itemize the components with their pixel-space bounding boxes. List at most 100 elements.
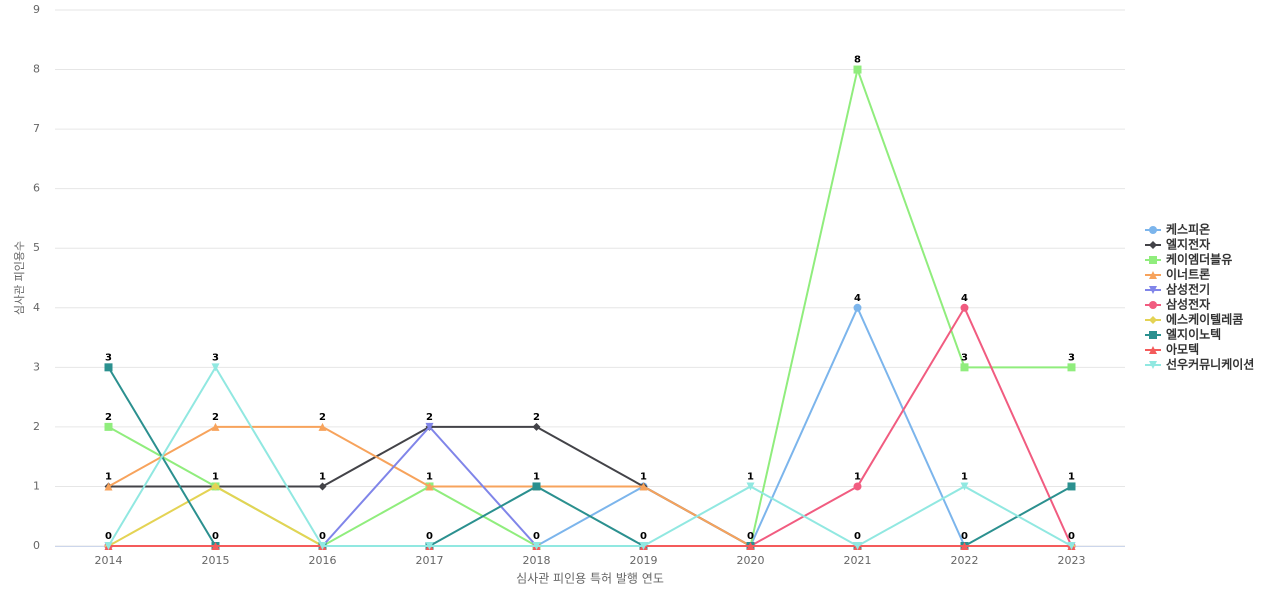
- marker: [1149, 286, 1157, 294]
- x-tick-label: 2018: [523, 554, 551, 567]
- marker: [211, 422, 220, 431]
- marker: [960, 363, 969, 372]
- marker: [1149, 301, 1157, 309]
- marker: [1149, 316, 1157, 324]
- marker: [1149, 256, 1157, 264]
- marker: [318, 422, 327, 431]
- marker: [1067, 542, 1076, 550]
- marker: [1149, 361, 1157, 369]
- data-label: 1: [747, 471, 754, 482]
- x-tick-label: 2021: [844, 554, 872, 567]
- y-tick-label: 8: [33, 63, 40, 76]
- legend-label: 삼성전기: [1166, 282, 1210, 297]
- legend-label: 엘지이노텍: [1166, 327, 1221, 342]
- x-tick-label: 2014: [95, 554, 123, 567]
- data-label: 1: [533, 471, 540, 482]
- marker: [211, 363, 220, 372]
- legend-label: 삼성전자: [1166, 297, 1210, 312]
- marker: [853, 482, 862, 491]
- series: [104, 363, 1076, 550]
- y-tick-label: 6: [33, 182, 40, 195]
- marker: [746, 542, 755, 550]
- data-label: 1: [854, 471, 861, 482]
- marker: [746, 482, 755, 491]
- data-labels: 0 0 0 0 0 1 0 4 0 0 1 1 1 2 2 0 2 1 0 8 3 3 2 2 1 1 4 3 1 3 1 1: [105, 55, 1075, 542]
- marker: [960, 542, 969, 550]
- data-label: 0: [640, 531, 647, 542]
- data-label: 2: [105, 412, 112, 423]
- data-label: 0: [854, 531, 861, 542]
- marker: [104, 482, 113, 491]
- x-tick-label: 2020: [737, 554, 765, 567]
- y-axis-title: 심사관 피인용수: [13, 241, 26, 315]
- marker: [1067, 363, 1076, 372]
- legend-label: 선우커뮤니케이션: [1166, 357, 1254, 372]
- x-tick-label: 2023: [1058, 554, 1086, 567]
- data-label: 3: [1068, 352, 1075, 363]
- marker: [425, 542, 434, 550]
- marker: [532, 482, 541, 491]
- data-label: 1: [640, 471, 647, 482]
- y-tick-label: 0: [33, 539, 40, 552]
- data-label: 4: [854, 293, 861, 304]
- marker: [425, 482, 434, 491]
- data-label: 0: [533, 531, 540, 542]
- marker: [104, 363, 113, 372]
- marker: [318, 542, 327, 550]
- marker: [639, 482, 648, 491]
- data-label: 0: [747, 531, 754, 542]
- legend-label: 엘지전자: [1166, 237, 1210, 252]
- data-label: 4: [961, 293, 968, 304]
- data-label: 0: [426, 531, 433, 542]
- y-tick-label: 7: [33, 122, 40, 135]
- marker: [960, 303, 969, 312]
- x-tick-label: 2015: [202, 554, 230, 567]
- y-tick-label: 1: [33, 479, 40, 492]
- marker: [104, 422, 113, 431]
- legend-label: 에스케이텔레콤: [1166, 312, 1243, 327]
- data-label: 1: [212, 471, 219, 482]
- data-label: 1: [1068, 471, 1075, 482]
- x-axis-title: 심사관 피인용 특허 발행 연도: [516, 571, 664, 586]
- data-label: 1: [961, 471, 968, 482]
- marker: [1067, 482, 1076, 491]
- x-tick-label: 2016: [309, 554, 337, 567]
- legend-label: 케스피온: [1166, 222, 1210, 237]
- data-label: 1: [105, 471, 112, 482]
- y-tick-label: 5: [33, 241, 40, 254]
- marker: [1149, 346, 1157, 354]
- data-label: 0: [105, 531, 112, 542]
- data-label: 1: [319, 471, 326, 482]
- legend-label: 아모텍: [1166, 342, 1199, 357]
- marker: [532, 422, 541, 431]
- data-label: 2: [426, 412, 433, 423]
- data-label: 1: [426, 471, 433, 482]
- y-tick-label: 2: [33, 420, 40, 433]
- y-tick-label: 3: [33, 360, 40, 373]
- data-label: 3: [105, 352, 112, 363]
- legend-label: 케이엠더블유: [1166, 252, 1232, 267]
- data-label: 2: [533, 412, 540, 423]
- marker: [960, 482, 969, 491]
- marker: [211, 482, 220, 491]
- marker: [425, 422, 434, 431]
- x-tick-label: 2022: [951, 554, 979, 567]
- marker: [318, 482, 327, 491]
- marker: [1149, 226, 1157, 234]
- data-label: 0: [961, 531, 968, 542]
- y-tick-label: 4: [33, 301, 40, 314]
- data-label: 0: [1068, 531, 1075, 542]
- marker: [853, 65, 862, 74]
- marker: [104, 542, 113, 550]
- marker: [639, 542, 648, 550]
- marker: [853, 303, 862, 312]
- legend-label: 이너트론: [1166, 267, 1210, 282]
- data-label: 8: [854, 55, 861, 66]
- data-label: 2: [319, 412, 326, 423]
- x-tick-label: 2019: [630, 554, 658, 567]
- marker: [532, 542, 541, 550]
- data-label: 3: [212, 352, 219, 363]
- marker: [211, 542, 220, 550]
- marker: [1149, 271, 1157, 279]
